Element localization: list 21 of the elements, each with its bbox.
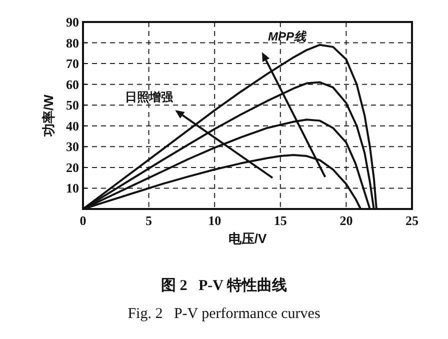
xtick: 25 bbox=[406, 213, 418, 228]
ytick: 10 bbox=[66, 180, 79, 196]
ytick: 20 bbox=[66, 160, 79, 175]
annotation: MPP线 bbox=[268, 30, 306, 44]
ytick: 60 bbox=[66, 76, 79, 92]
ytick: 70 bbox=[66, 56, 79, 72]
xtick: 10 bbox=[208, 213, 222, 228]
y-axis-title: 功率/W bbox=[41, 94, 56, 138]
ytick: 90 bbox=[66, 14, 79, 30]
xtick: 20 bbox=[340, 213, 353, 228]
ytick: 30 bbox=[66, 139, 79, 154]
text: 图 2 P-V 特性曲线 bbox=[161, 277, 287, 294]
annotation: 日照增强 bbox=[124, 90, 173, 104]
xtick: 0 bbox=[80, 213, 86, 228]
ytick: 80 bbox=[66, 35, 79, 50]
text: Fig. 2 P-V performance curves bbox=[128, 306, 320, 322]
ytick: 50 bbox=[66, 98, 79, 113]
xtick: 15 bbox=[274, 213, 287, 228]
ytick: 40 bbox=[66, 118, 79, 134]
x-axis-title: 电压/V bbox=[228, 231, 267, 246]
xtick: 5 bbox=[146, 213, 152, 228]
